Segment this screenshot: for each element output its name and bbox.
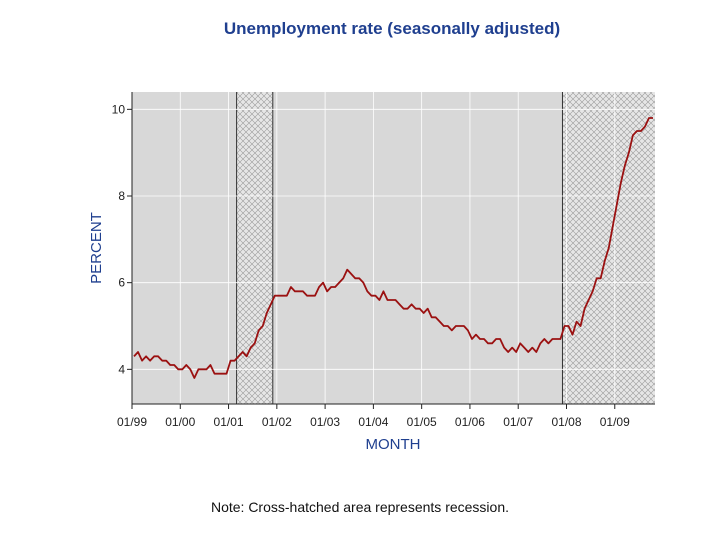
y-tick-label: 6 <box>118 276 125 290</box>
x-tick-label: 01/09 <box>600 415 630 429</box>
x-tick-label: 01/00 <box>165 415 195 429</box>
x-tick-label: 01/02 <box>262 415 292 429</box>
x-axis-title: MONTH <box>366 436 421 453</box>
x-tick-label: 01/06 <box>455 415 485 429</box>
recession-note: Note: Cross-hatched area represents rece… <box>210 499 510 515</box>
x-tick-label: 01/99 <box>117 415 147 429</box>
chart-title: Unemployment rate (seasonally adjusted) <box>224 19 560 38</box>
recession-area-1 <box>236 92 273 404</box>
y-tick-label: 8 <box>118 189 125 203</box>
y-tick-label: 4 <box>118 362 125 376</box>
unemployment-series-line <box>133 117 653 379</box>
x-tick-label: 01/08 <box>551 415 581 429</box>
recession-areas <box>236 92 655 404</box>
y-axis-title: PERCENT <box>88 212 105 284</box>
grid-lines <box>132 92 655 404</box>
y-tick-label: 10 <box>112 102 126 116</box>
x-tick-label: 01/03 <box>310 415 340 429</box>
x-tick-label: 01/07 <box>503 415 533 429</box>
axes: 4 6 8 10 01/99 01/00 01/01 01/02 01/03 01/04 01/05… <box>112 92 655 429</box>
x-tick-label: 01/04 <box>358 415 388 429</box>
x-tick-label: 01/01 <box>214 415 244 429</box>
x-tick-label: 01/05 <box>407 415 437 429</box>
unemployment-chart: Unemployment rate (seasonally adjusted) … <box>88 19 655 453</box>
